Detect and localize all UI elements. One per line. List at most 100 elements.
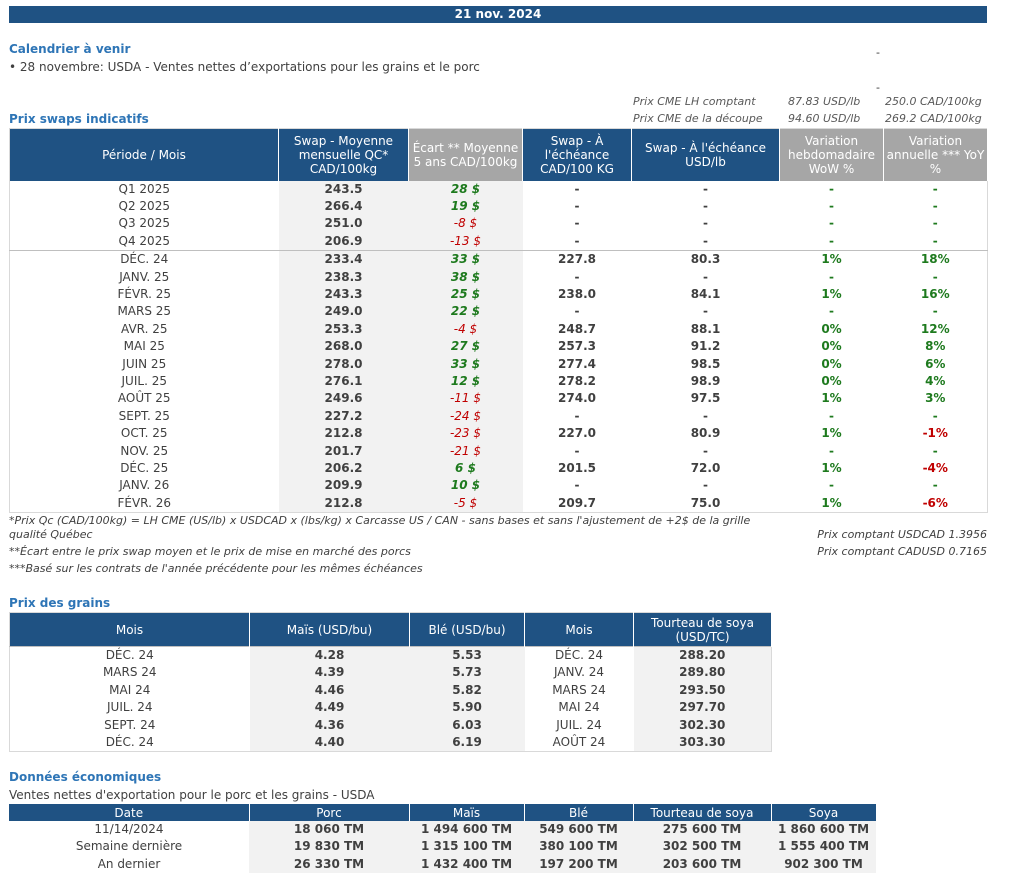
swaps-cell-period: FÉVR. 26 (117, 495, 171, 510)
swaps-cell-swap-cad: - (574, 198, 580, 213)
swaps-cell-period: JANV. 25 (119, 269, 170, 284)
swaps-cell-avg-swap: 268.0 (278, 338, 409, 356)
econ-cell-soy: 1 555 400 TM (771, 838, 876, 856)
swaps-cell-wow: - (829, 216, 834, 231)
econ-cell-pork: 26 330 TM (249, 855, 409, 874)
grains-row: MAI 24 4.46 5.82 MARS 24 293.50 (10, 681, 772, 700)
econ-cell-soymeal: 203 600 TM (633, 855, 771, 874)
swaps-row: AOÛT 25 249.6 -11 $ 274.0 97.5 1% 3% (10, 390, 988, 408)
swaps-cell-swap-cad: - (574, 269, 580, 284)
econ-row: Semaine dernière 19 830 TM 1 315 100 TM 380… (9, 838, 876, 856)
grains-header-wheat: Blé (USD/bu) (409, 612, 525, 647)
swaps-cell-wow: 0% (821, 356, 842, 371)
swaps-row: JUIN 25 278.0 33 $ 277.4 98.5 0% 6% (10, 355, 988, 373)
swaps-header-period: Période / Mois (9, 128, 279, 181)
swaps-row: Q2 2025 266.4 19 $ - - - - (10, 197, 988, 216)
grains-cell-month: MARS 24 (102, 665, 157, 680)
cme-lh-cad: 250.0 CAD/100kg (885, 95, 982, 108)
grains-header-corn: Maïs (USD/bu) (249, 612, 410, 647)
grains-cell-month: DÉC. 24 (105, 735, 154, 750)
swaps-cell-wow: 0% (821, 339, 842, 354)
grains-cell-month: JUIL. 24 (107, 700, 153, 715)
grains-cell-month2: JANV. 24 (553, 665, 605, 680)
swaps-cell-spread: 6 $ (408, 460, 523, 478)
grains-cell-soymeal: 302.30 (633, 716, 772, 735)
swaps-header-cad: Swap - À l'échéance CAD/100 KG (522, 128, 632, 181)
swaps-cell-wow: - (829, 198, 834, 213)
grains-cell-month2: DÉC. 24 (524, 646, 634, 665)
swaps-cell-spread: 10 $ (408, 477, 523, 495)
swaps-cell-wow: 0% (821, 321, 842, 336)
grains-cell-soymeal: 293.50 (633, 681, 772, 700)
swaps-cell-spread: -8 $ (408, 215, 523, 233)
swaps-cell-swap-usd: - (703, 198, 708, 213)
swaps-cell-yoy: - (932, 304, 938, 319)
swaps-cell-swap-usd: 97.5 (690, 391, 721, 406)
swaps-row: DÉC. 25 206.2 6 $ 201.5 72.0 1% -4% (10, 460, 988, 478)
grains-cell-soymeal: 289.80 (633, 664, 772, 682)
calendar-item: • 28 novembre: USDA - Ventes nettes d’ex… (9, 60, 480, 74)
swaps-header-avg: Swap - Moyenne mensuelle QC* CAD/100kg (278, 128, 409, 181)
swaps-row: JANV. 26 209.9 10 $ - - - - (10, 477, 988, 495)
grains-cell-corn: 4.39 (249, 664, 410, 682)
swaps-cell-spread: 12 $ (408, 372, 523, 391)
grains-header-month: Mois (9, 612, 250, 647)
grains-cell-month2: MAI 24 (558, 700, 600, 715)
econ-header-soy: Soya (771, 804, 877, 821)
swaps-cell-swap-usd: 98.9 (690, 373, 721, 388)
econ-header-pork: Porc (249, 804, 410, 821)
econ-row: 11/14/2024 18 060 TM 1 494 600 TM 549 600 T… (9, 821, 876, 839)
swaps-cell-period: Q2 2025 (118, 198, 170, 213)
swaps-cell-swap-usd: 84.1 (690, 286, 721, 301)
econ-cell-pork: 18 060 TM (249, 821, 409, 839)
swaps-cell-spread: -23 $ (408, 425, 523, 443)
swaps-cell-avg-swap: 243.5 (278, 180, 409, 198)
swaps-cell-swap-cad: 227.8 (522, 250, 632, 269)
econ-cell-corn: 1 315 100 TM (409, 838, 524, 856)
econ-cell-date: Semaine dernière (75, 839, 183, 854)
calendar-title: Calendrier à venir (9, 42, 131, 56)
swaps-cell-swap-usd: 80.9 (690, 426, 721, 441)
swaps-cell-spread: 19 $ (408, 197, 523, 216)
swaps-cell-period: Q1 2025 (118, 181, 170, 196)
swaps-cell-yoy: 12% (920, 321, 950, 336)
grains-cell-wheat: 5.73 (409, 664, 525, 682)
swaps-cell-swap-cad: - (574, 443, 580, 458)
grains-cell-corn: 4.40 (249, 734, 410, 752)
cme-cut-label: Prix CME de la découpe (633, 112, 763, 125)
grains-cell-wheat: 5.53 (409, 646, 525, 665)
swaps-row: DÉC. 24 233.4 33 $227.8 80.3 1% 18% (9, 250, 988, 269)
swaps-row: OCT. 25 212.8 -23 $ 227.0 80.9 1% -1% (10, 425, 988, 443)
grains-table: Mois Maïs (USD/bu) Blé (USD/bu) Mois Tou… (9, 612, 772, 753)
swaps-note-2: **Écart entre le prix swap moyen et le p… (9, 545, 411, 558)
grains-cell-corn: 4.36 (249, 716, 410, 735)
swaps-row: Q4 2025 206.9 -13 $ - - - - (10, 232, 988, 251)
cme-cut-usd: 94.60 USD/lb (788, 112, 861, 125)
grains-row: DÉC. 24 4.40 6.19 AOÛT 24 303.30 (10, 734, 772, 752)
econ-cell-soy: 902 300 TM (771, 855, 876, 874)
swaps-cell-period: NOV. 25 (120, 443, 169, 458)
swaps-cell-avg-swap: 209.9 (278, 477, 409, 495)
swaps-cell-spread: -13 $ (408, 232, 523, 251)
swaps-cell-period: JUIL. 25 (121, 373, 167, 388)
swaps-cell-swap-cad: - (574, 408, 580, 423)
swaps-cell-yoy: 3% (925, 391, 946, 406)
swaps-cell-swap-usd: - (703, 181, 708, 196)
econ-cell-corn: 1 432 400 TM (409, 855, 524, 874)
grains-cell-corn: 4.28 (249, 646, 410, 665)
swaps-cell-wow: 1% (779, 250, 884, 269)
swaps-cell-yoy: -4% (922, 461, 948, 475)
grains-cell-wheat: 5.82 (409, 681, 525, 700)
swaps-row: MAI 25 268.0 27 $ 257.3 91.2 0% 8% (10, 338, 988, 356)
swaps-cell-swap-usd: - (703, 443, 708, 458)
grains-cell-month2: JUIL. 24 (556, 717, 602, 732)
swaps-cell-avg-swap: 238.3 (278, 268, 409, 286)
swaps-cell-spread: -11 $ (408, 390, 523, 408)
swaps-row: FÉVR. 26 212.8 -5 $ 209.7 75.0 1% -6% (10, 494, 988, 513)
econ-subtitle: Ventes nettes d'exportation pour le porc… (9, 788, 375, 802)
swaps-cell-avg-swap: 249.0 (278, 303, 409, 321)
swaps-cell-spread: -21 $ (408, 442, 523, 460)
swaps-cell-swap-cad: 274.0 (558, 391, 596, 406)
swaps-cell-yoy: - (932, 478, 938, 493)
swaps-cell-yoy: - (932, 269, 938, 284)
